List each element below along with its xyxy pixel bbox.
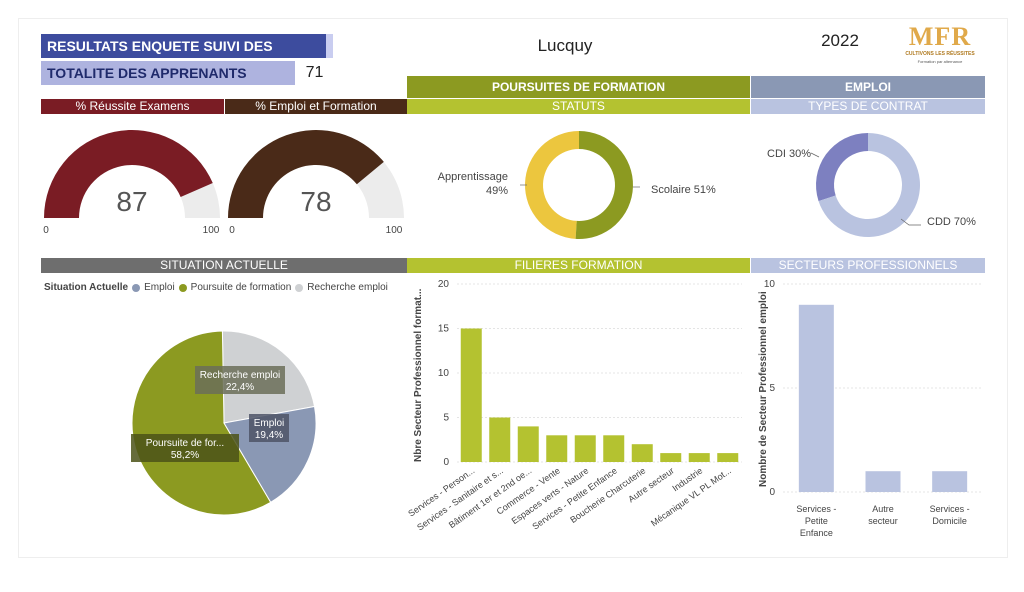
recherche-tag-label: Recherche emploi — [200, 370, 281, 381]
poursuite-tag-label: Poursuite de for... — [146, 438, 224, 449]
gauge-emploi-max: 100 — [386, 225, 403, 236]
slice-scolaire — [575, 131, 634, 239]
legend-dot-emploi — [132, 283, 141, 292]
y-tick-label: 0 — [769, 487, 775, 498]
y-tick-label: 10 — [438, 368, 450, 379]
slice-cdi — [816, 133, 868, 202]
recherche-tag-value: 22,4% — [226, 382, 254, 393]
slice-emploi — [223, 405, 317, 503]
bar — [688, 453, 710, 462]
gauge-reussite-min: 0 — [43, 225, 49, 236]
total-learners-value: 71 — [305, 64, 324, 81]
secteurs-bar-chart: Nombre de Secteur Professionnel emploi 0… — [758, 279, 983, 538]
y-tick-label: 5 — [443, 413, 449, 424]
filieres-y-axis-title: Nbre Secteur Professionnel format... — [413, 288, 424, 462]
legend-poursuite: Poursuite de formation — [190, 282, 292, 293]
bar — [603, 435, 625, 462]
situation-pie-chart: Recherche emploi 22,4% Emploi 19,4% Pour… — [131, 330, 317, 516]
legend-dot-recherche — [295, 283, 304, 292]
poursuite-tag-bg — [131, 434, 239, 462]
gauge-reussite-value: 87 — [116, 186, 147, 217]
cdd-label: CDD 70% — [927, 216, 976, 228]
gauge-emploi-min: 0 — [229, 225, 235, 236]
band-types-contrat: TYPES DE CONTRAT — [751, 99, 985, 114]
recherche-tag-bg — [195, 366, 285, 394]
bar — [798, 304, 834, 492]
bar — [717, 453, 739, 462]
report-year: 2022 — [821, 31, 859, 50]
y-tick-label: 5 — [769, 383, 775, 394]
gauge-reussite-max: 100 — [203, 225, 220, 236]
gauge-emploi-fill — [228, 129, 384, 218]
emploi-tag-bg — [249, 414, 289, 442]
band-situation: SITUATION ACTUELLE — [41, 258, 407, 273]
site-name: Lucquy — [537, 36, 593, 55]
logo-text: MFR — [908, 22, 972, 51]
mfr-logo: MFR CULTIVONS LES RÉUSSITES Formation pa… — [898, 24, 982, 72]
slice-apprentissage — [525, 131, 579, 239]
band-filieres: FILIERES FORMATION — [407, 258, 750, 273]
band-reussite: % Réussite Examens — [41, 99, 224, 114]
legend-recherche: Recherche emploi — [307, 282, 388, 293]
legend-title: Situation Actuelle — [44, 282, 129, 293]
bar — [865, 471, 901, 492]
bar — [546, 435, 568, 462]
apprentissage-label: Apprentissage — [438, 171, 508, 183]
bar — [489, 417, 511, 462]
y-tick-label: 10 — [764, 279, 776, 290]
bar — [574, 435, 596, 462]
slice-cdd — [818, 133, 920, 237]
scolaire-label: Scolaire 51% — [651, 184, 716, 196]
contrat-donut-chart: CDI 30% CDD 70% — [767, 133, 976, 237]
cdi-label: CDI 30% — [767, 148, 811, 160]
bar — [631, 444, 653, 462]
band-statuts: STATUTS — [407, 99, 750, 114]
band-emploi-formation: % Emploi et Formation — [225, 99, 407, 114]
y-tick-label: 15 — [438, 324, 450, 335]
gauge-emploi-value: 78 — [300, 186, 331, 217]
statuts-donut-chart: Apprentissage 49% Scolaire 51% — [438, 131, 716, 239]
report-title: RESULTATS ENQUETE SUIVI DES ANCIENS — [41, 34, 333, 78]
logo-subtagline: Formation par alternance — [917, 59, 963, 64]
x-tick-label: Autre secteur — [868, 504, 898, 526]
bar — [660, 453, 682, 462]
band-emploi: EMPLOI — [751, 76, 985, 98]
bar — [460, 328, 482, 462]
apprentissage-percent: 49% — [486, 185, 508, 197]
x-tick-label: Services -Petite Enfance — [796, 504, 836, 538]
situation-legend: Situation Actuelle Emploi Poursuite de f… — [44, 282, 388, 293]
y-tick-label: 0 — [443, 457, 449, 468]
emploi-tag-value: 19,4% — [255, 430, 283, 441]
cdd-leader — [900, 218, 921, 226]
secteurs-y-axis-title: Nombre de Secteur Professionnel emploi — [758, 291, 769, 487]
emploi-tag-label: Emploi — [254, 418, 285, 429]
gauge-reussite-fill — [44, 129, 213, 218]
y-tick-label: 20 — [438, 279, 450, 290]
band-poursuites: POURSUITES DE FORMATION — [407, 76, 750, 98]
legend-emploi: Emploi — [144, 282, 175, 293]
x-tick-label: Services -Domicile — [930, 504, 970, 526]
total-learners-label: TOTALITE DES APPRENANTS — [41, 61, 295, 85]
legend-dot-poursuite — [178, 283, 187, 292]
logo-tagline: CULTIVONS LES RÉUSSITES — [905, 51, 975, 57]
gauges-svg: 87 0 100 78 0 100 — [43, 129, 404, 236]
filieres-bar-chart: Nbre Secteur Professionnel format... 0 5 1… — [407, 279, 742, 532]
poursuite-tag-value: 58,2% — [171, 450, 199, 461]
bar — [517, 426, 539, 462]
cdi-leader — [810, 152, 820, 158]
band-secteurs: SECTEURS PROFESSIONNELS — [751, 258, 985, 273]
bar — [932, 471, 968, 492]
